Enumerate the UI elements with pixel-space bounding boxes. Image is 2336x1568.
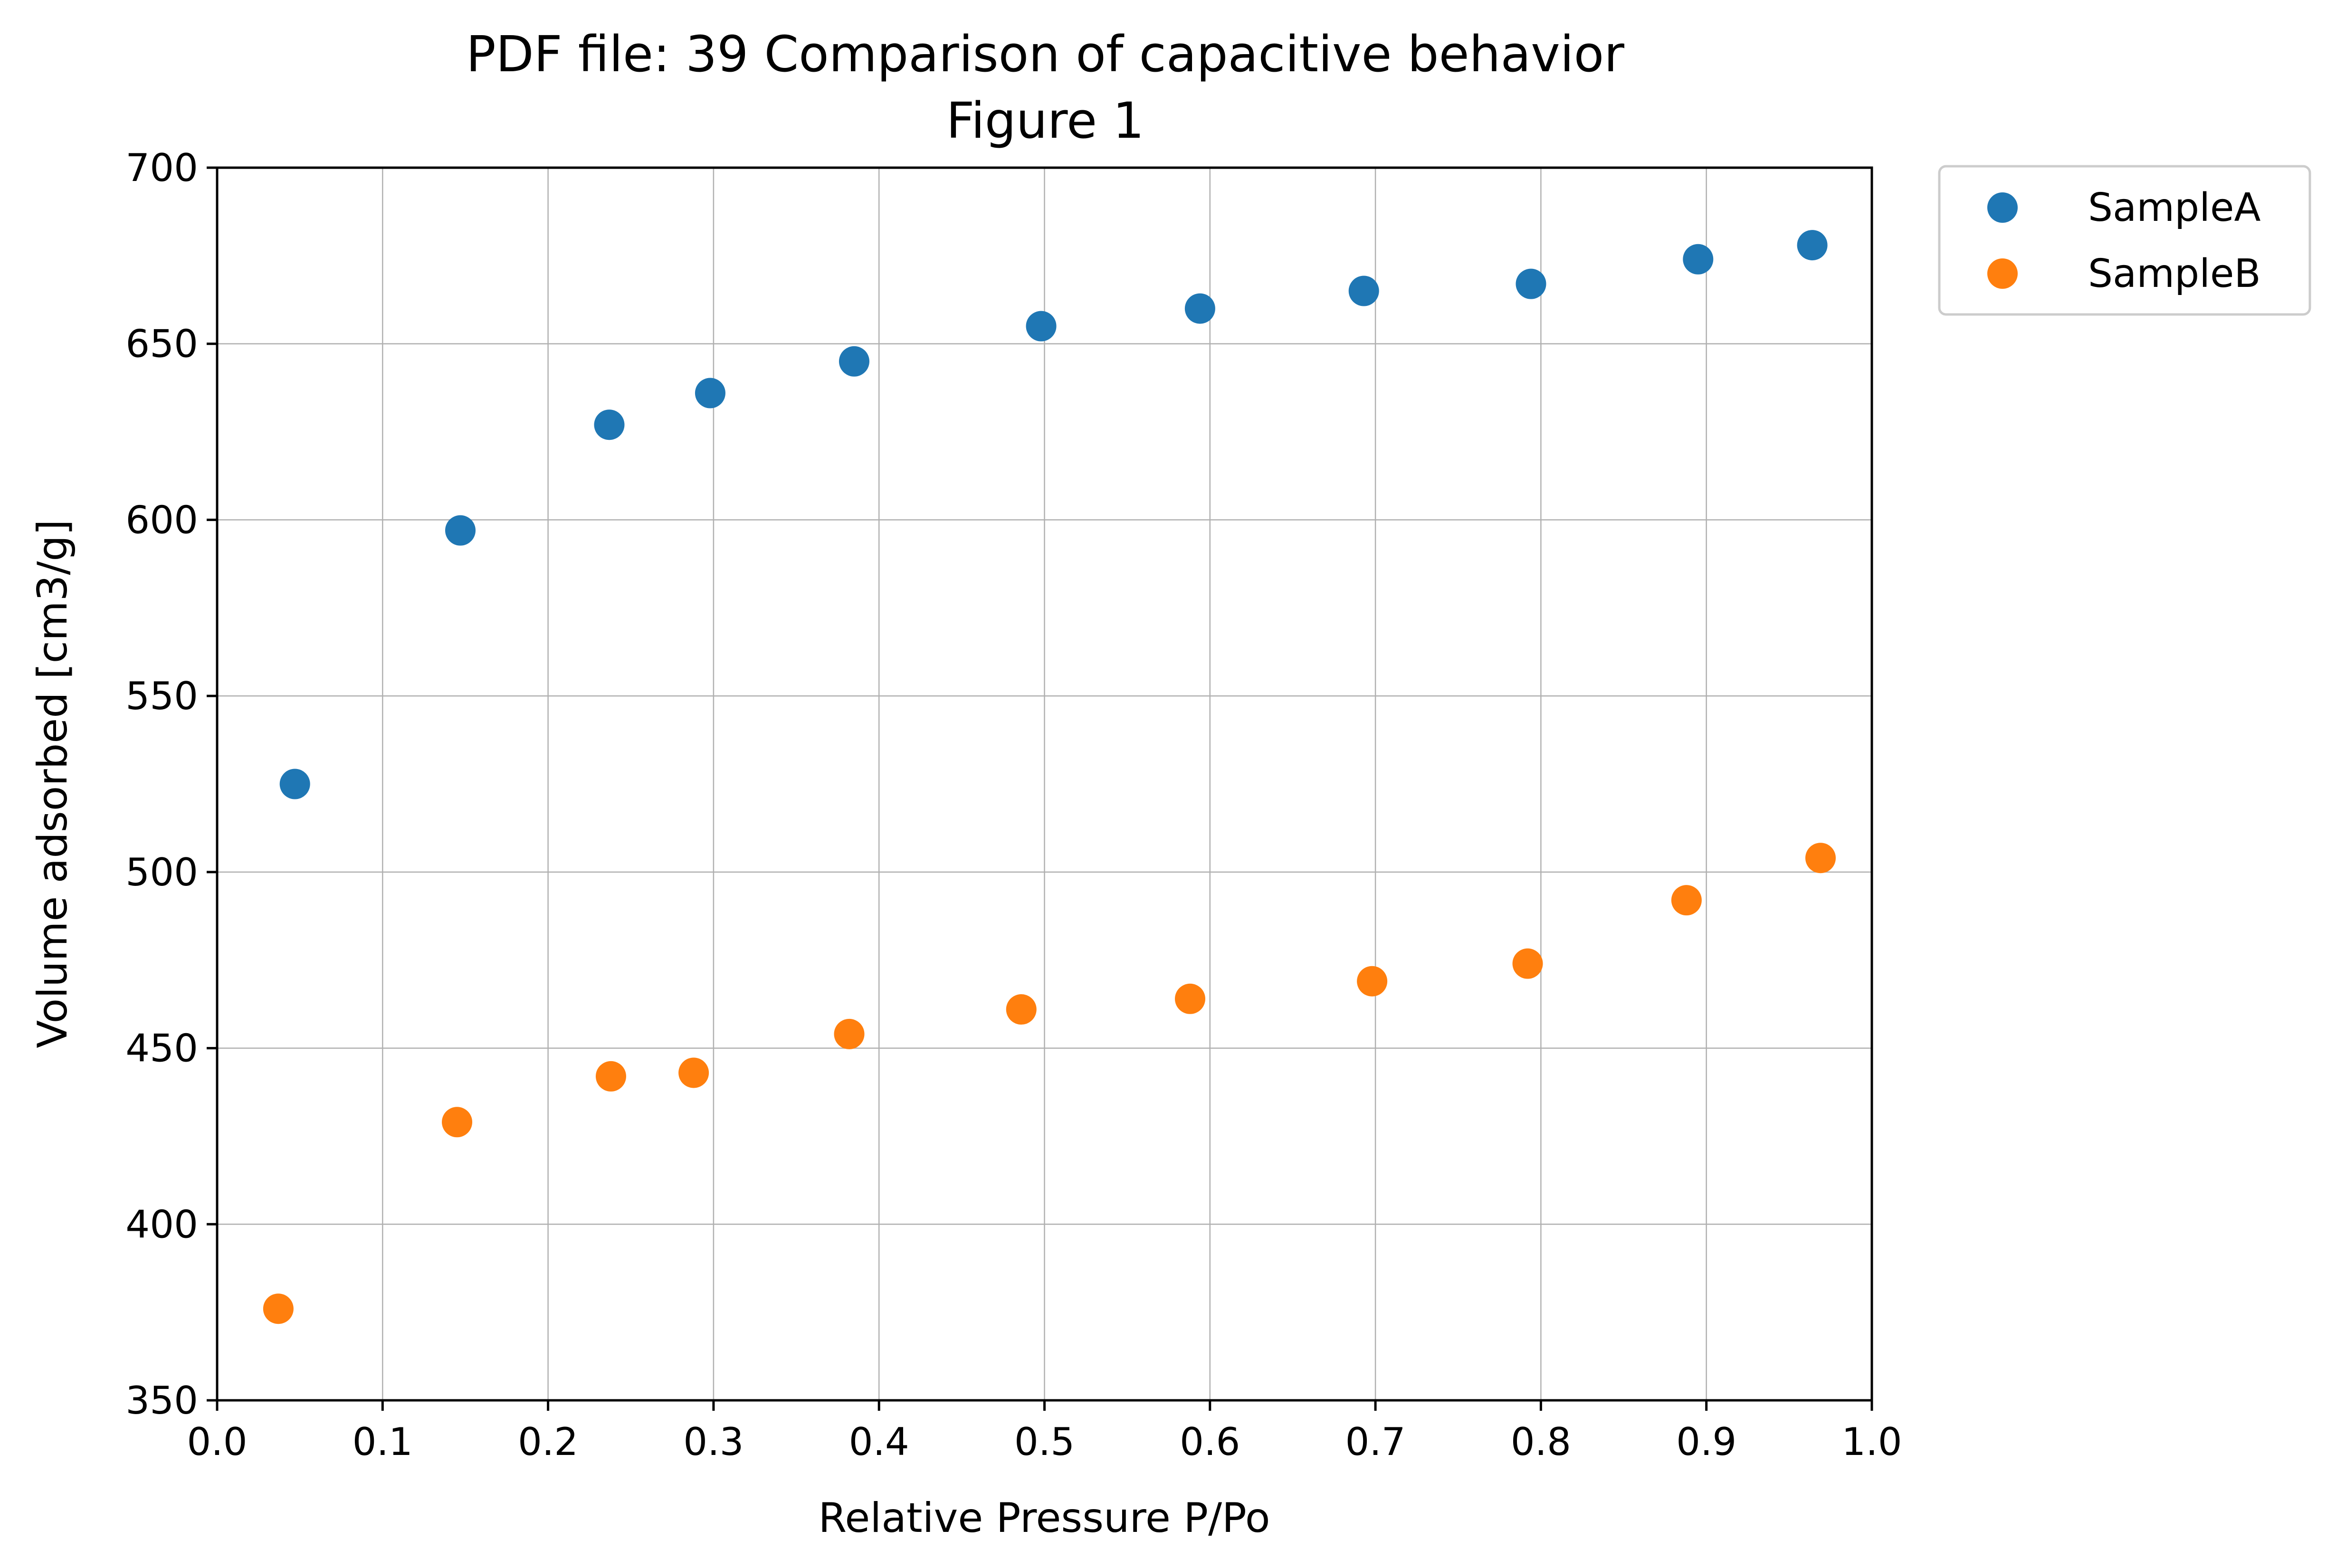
data-point-sampleb	[1671, 885, 1702, 916]
y-tick-label: 400	[125, 1202, 198, 1246]
legend-label-sampleb: SampleB	[2088, 251, 2261, 296]
data-point-sampleb	[263, 1293, 294, 1324]
data-points	[263, 230, 1836, 1324]
x-tick-label: 0.2	[518, 1420, 578, 1464]
x-tick-label: 0.1	[353, 1420, 413, 1464]
data-point-samplea	[594, 409, 625, 440]
legend: SampleA SampleB	[1938, 165, 2311, 316]
data-point-samplea	[1797, 230, 1828, 261]
data-point-samplea	[695, 378, 725, 409]
data-point-sampleb	[678, 1057, 709, 1088]
data-point-sampleb	[442, 1107, 473, 1138]
data-point-samplea	[1026, 311, 1057, 342]
legend-marker-samplea	[1987, 192, 2018, 223]
y-tick-label: 650	[125, 322, 198, 366]
data-point-samplea	[1683, 244, 1714, 275]
x-tick-label: 0.9	[1676, 1420, 1736, 1464]
data-point-samplea	[279, 769, 310, 799]
plot-area-frame	[216, 166, 1873, 1402]
data-point-samplea	[839, 346, 869, 377]
x-tick-label: 1.0	[1841, 1420, 1902, 1464]
y-tick-label: 350	[125, 1378, 198, 1423]
chart-title: PDF file: 39 Comparison of capacitive be…	[466, 25, 1624, 83]
legend-marker-sampleb	[1987, 258, 2018, 289]
legend-frame	[1938, 165, 2311, 316]
data-point-sampleb	[834, 1018, 865, 1049]
data-point-sampleb	[1357, 966, 1388, 997]
data-point-samplea	[1184, 293, 1215, 324]
grid-lines	[217, 168, 1872, 1400]
x-axis-label: Relative Pressure P/Po	[819, 1494, 1270, 1542]
x-tick-label: 0.6	[1180, 1420, 1240, 1464]
chart-subtitle: Figure 1	[946, 92, 1144, 150]
data-point-samplea	[1516, 268, 1546, 299]
y-axis-label: Volume adsorbed [cm3/g]	[29, 519, 76, 1048]
y-tick-label: 500	[125, 850, 198, 894]
data-point-sampleb	[1512, 948, 1543, 979]
legend-label-samplea: SampleA	[2088, 185, 2261, 230]
data-point-sampleb	[1805, 843, 1836, 874]
x-tick-label: 0.7	[1345, 1420, 1405, 1464]
data-point-samplea	[1348, 276, 1379, 306]
data-point-sampleb	[1175, 983, 1206, 1014]
axis-ticks: 0.0 0.1 0.2 0.3 0.4 0.5 0.6 0.7 0.8 0.9 1.0 350 400 4…	[125, 146, 1902, 1464]
x-tick-label: 0.0	[187, 1420, 247, 1464]
x-tick-label: 0.4	[849, 1420, 909, 1464]
y-tick-label: 450	[125, 1026, 198, 1071]
y-tick-label: 700	[125, 146, 198, 190]
data-point-sampleb	[595, 1061, 626, 1092]
x-tick-label: 0.8	[1511, 1420, 1571, 1464]
y-tick-label: 550	[125, 674, 198, 718]
y-tick-label: 600	[125, 498, 198, 542]
data-point-sampleb	[1006, 994, 1037, 1025]
data-point-samplea	[445, 515, 476, 546]
x-tick-label: 0.5	[1014, 1420, 1075, 1464]
x-tick-label: 0.3	[683, 1420, 744, 1464]
